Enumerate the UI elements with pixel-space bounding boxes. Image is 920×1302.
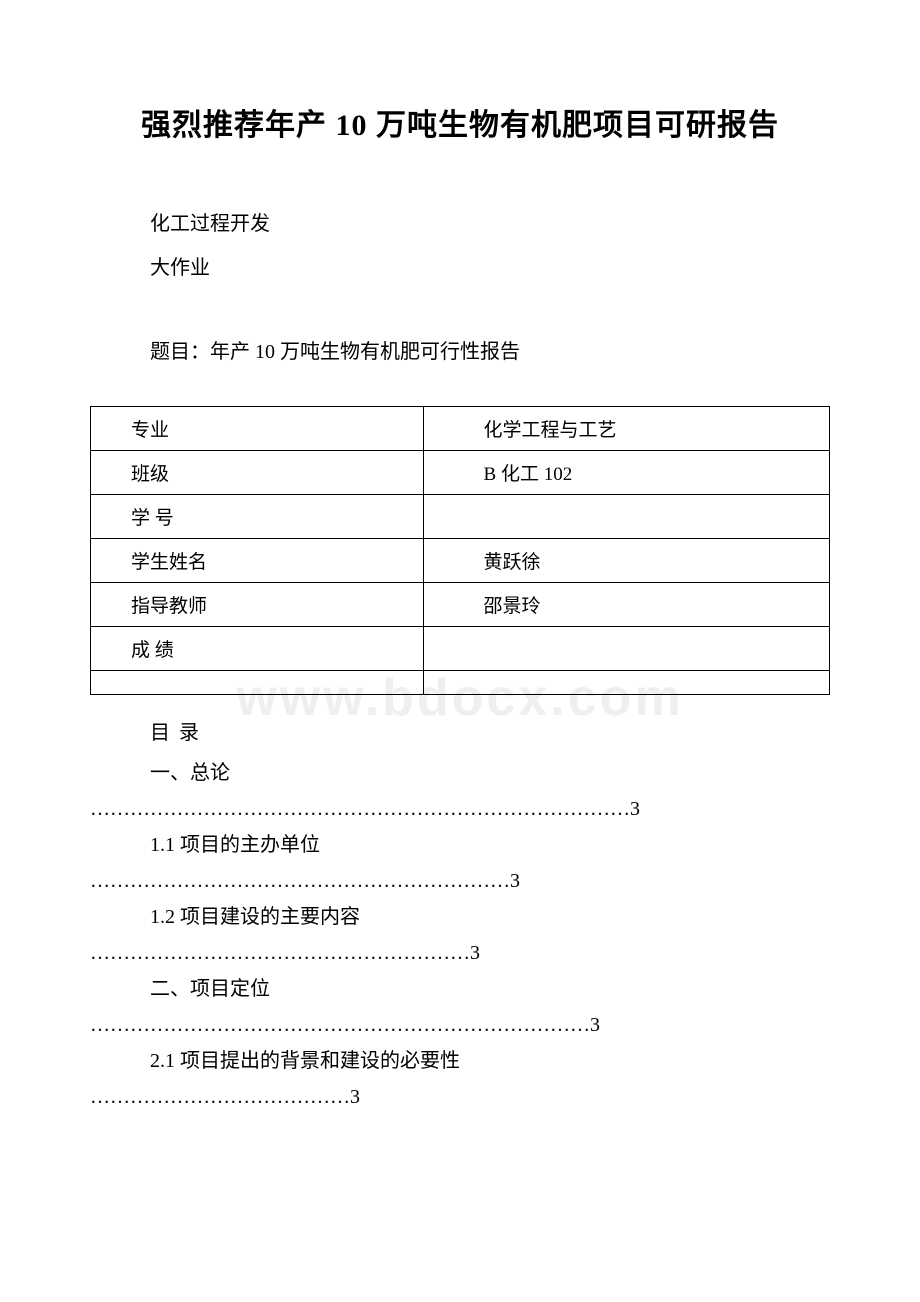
topic-line: 题目：年产 10 万吨生物有机肥可行性报告: [90, 332, 830, 372]
table-value: B 化工 102: [423, 451, 829, 495]
table-label: 专业: [91, 407, 424, 451]
table-row: 学 号: [91, 495, 830, 539]
toc-item-text: 1.1 项目的主办单位: [150, 825, 830, 865]
table-label: 班级: [91, 451, 424, 495]
toc-item-dots: ………………………………………………………3: [90, 865, 830, 897]
toc-item-text: 一、总论: [150, 753, 830, 793]
table-row: 专业 化学工程与工艺: [91, 407, 830, 451]
intro-line-2: 大作业: [90, 248, 830, 288]
toc-item-dots: …………………………………………………3: [90, 937, 830, 969]
toc-heading: 目 录: [150, 713, 830, 753]
table-row: 学生姓名 黄跃徐: [91, 539, 830, 583]
toc-item-text: 2.1 项目提出的背景和建设的必要性: [150, 1041, 830, 1081]
table-value: [423, 627, 829, 671]
info-table: 专业 化学工程与工艺 班级 B 化工 102 学 号 学生姓名 黄跃徐 指导教师…: [90, 406, 830, 695]
document-title: 强烈推荐年产 10 万吨生物有机肥项目可研报告: [90, 100, 830, 144]
table-row: 班级 B 化工 102: [91, 451, 830, 495]
table-cell-empty: [91, 671, 424, 695]
table-label: 学 号: [91, 495, 424, 539]
table-row: 指导教师 邵景玲: [91, 583, 830, 627]
toc-item-dots: …………………………………3: [90, 1081, 830, 1113]
table-cell-empty: [423, 671, 829, 695]
toc-item-dots: ………………………………………………………………………3: [90, 793, 830, 825]
table-value: [423, 495, 829, 539]
table-row: 成 绩: [91, 627, 830, 671]
table-label: 成 绩: [91, 627, 424, 671]
table-label: 学生姓名: [91, 539, 424, 583]
table-label: 指导教师: [91, 583, 424, 627]
table-value: 化学工程与工艺: [423, 407, 829, 451]
table-row-empty: [91, 671, 830, 695]
document-content: 强烈推荐年产 10 万吨生物有机肥项目可研报告 化工过程开发 大作业 题目：年产…: [90, 100, 830, 1113]
toc-item-text: 1.2 项目建设的主要内容: [150, 897, 830, 937]
toc-item-dots: …………………………………………………………………3: [90, 1009, 830, 1041]
toc-section: 目 录 一、总论 ………………………………………………………………………3 1.…: [90, 713, 830, 1113]
intro-line-1: 化工过程开发: [90, 204, 830, 244]
toc-item-text: 二、项目定位: [150, 969, 830, 1009]
table-value: 邵景玲: [423, 583, 829, 627]
table-value: 黄跃徐: [423, 539, 829, 583]
